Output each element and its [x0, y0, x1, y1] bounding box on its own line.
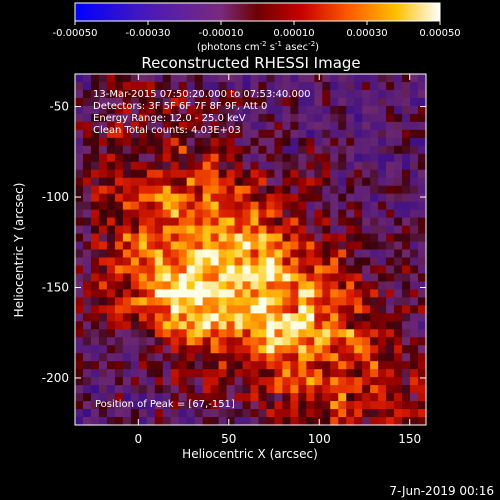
- x-tick-label: 50: [221, 432, 236, 446]
- info-detectors: Detectors: 3F 5F 6F 7F 8F 9F, Att 0: [93, 101, 267, 112]
- colorbar-tick-label: -0.00010: [199, 28, 244, 39]
- footer-date: 7-Jun-2019 00:16: [389, 484, 494, 498]
- chart-title: Reconstructed RHESSI Image: [141, 54, 360, 72]
- colorbar-tick-label: 0.00050: [419, 28, 460, 39]
- y-axis-label: Heliocentric Y (arcsec): [12, 183, 26, 318]
- x-axis-ticks: 0 50 100 150: [135, 74, 421, 446]
- colorbar: [74, 2, 441, 22]
- y-tick-label: -100: [42, 190, 69, 204]
- y-tick-label: -50: [49, 100, 69, 114]
- colorbar-tick-label: 0.00030: [346, 28, 387, 39]
- x-tick-label: 150: [398, 432, 421, 446]
- heatmap-image: [75, 74, 427, 426]
- colorbar-tick-labels: -0.00050 -0.00030 -0.00010 0.00010 0.00030 0.…: [53, 28, 461, 39]
- peak-position-label: Position of Peak = [67,-151]: [95, 399, 235, 410]
- colorbar-units: (photons cm-2 s-1 asec-2): [197, 40, 319, 53]
- colorbar-tick-label: 0.00010: [273, 28, 314, 39]
- x-tick-label: 0: [135, 432, 143, 446]
- colorbar-ticks: [74, 21, 441, 25]
- plot-frame: [74, 73, 427, 426]
- y-tick-label: -150: [42, 280, 69, 294]
- info-time-range: 13-Mar-2015 07:50:20.000 to 07:53:40.000: [93, 89, 311, 100]
- y-tick-label: -200: [42, 371, 69, 385]
- colorbar-tick-label: -0.00050: [53, 28, 98, 39]
- info-energy-range: Energy Range: 12.0 - 25.0 keV: [93, 113, 246, 124]
- info-counts: Clean Total counts: 4.03E+03: [93, 125, 241, 136]
- y-axis-ticks: -50 -100 -150 -200: [42, 100, 426, 385]
- colorbar-tick-label: -0.00030: [126, 28, 171, 39]
- x-axis-label: Heliocentric X (arcsec): [182, 447, 318, 461]
- x-tick-label: 100: [308, 432, 331, 446]
